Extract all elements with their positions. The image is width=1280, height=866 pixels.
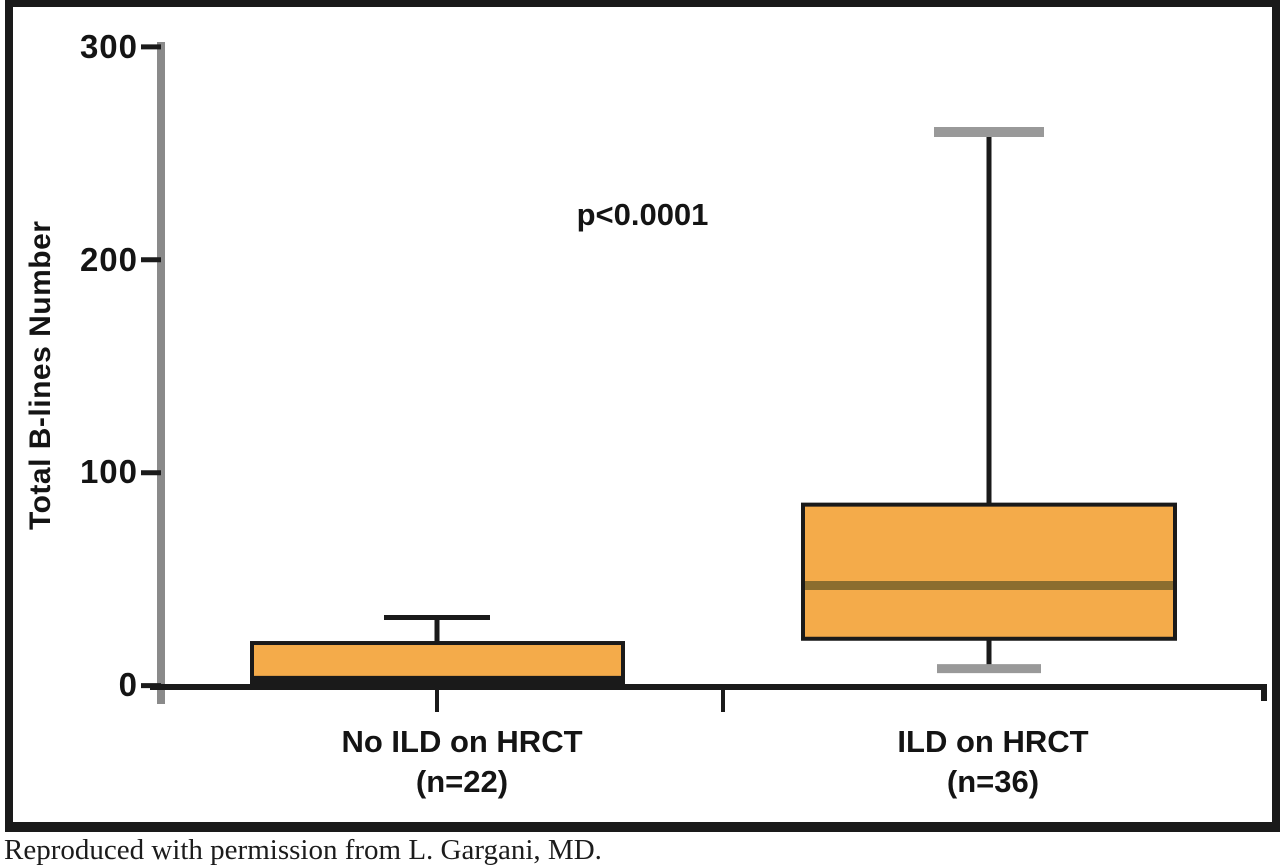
category-n-count: (n=36) (946, 764, 1040, 799)
p-value-annotation: p<0.0001 (576, 197, 709, 232)
iqr-box (801, 502, 1177, 641)
y-tick-label-200: 200 (79, 241, 138, 278)
figure-caption: Reproduced with permission from L. Garga… (4, 834, 602, 866)
y-axis-title: Total B-lines Number (24, 220, 57, 530)
x-axis (150, 684, 1267, 712)
category-label-ild: ILD on HRCT (n=36) (843, 722, 1143, 802)
category-label-no-ild: No ILD on HRCT (n=22) (312, 722, 612, 802)
y-tick-label-300: 300 (79, 28, 138, 65)
y-axis (141, 42, 165, 704)
box-ild-on-hrct (801, 127, 1177, 674)
category-n-count: (n=22) (415, 764, 509, 799)
category-name: ILD on HRCT (897, 724, 1089, 759)
box-no-ild-on-hrct (250, 614, 625, 688)
category-name: No ILD on HRCT (341, 724, 583, 759)
y-tick-label-0: 0 (118, 666, 138, 703)
y-tick-label-100: 100 (79, 453, 138, 490)
